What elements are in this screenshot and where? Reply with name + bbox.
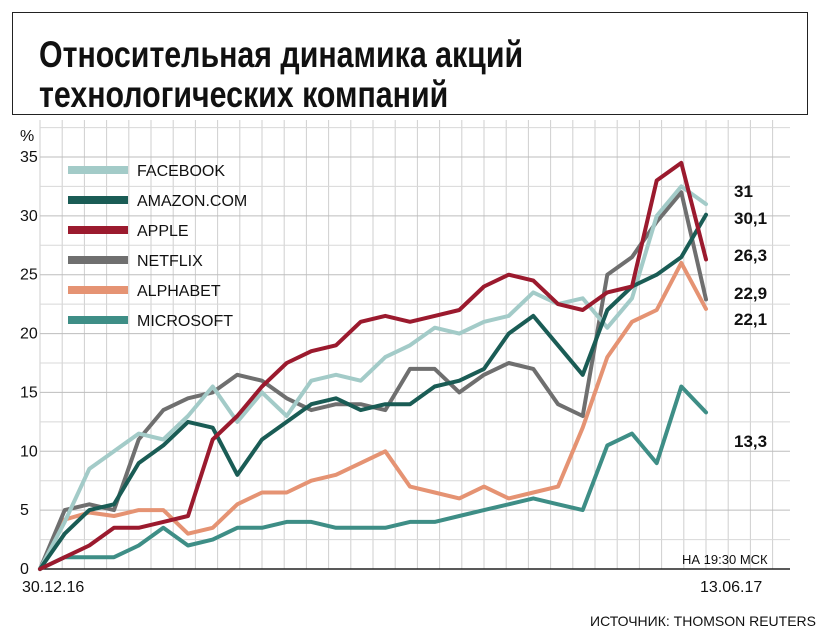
series-lines xyxy=(38,160,708,571)
series-end-value: 31 xyxy=(734,182,753,201)
series-line-microsoft xyxy=(38,384,708,571)
series-line-apple xyxy=(38,160,708,571)
y-tick-label: 35 xyxy=(20,149,38,166)
y-tick-label: 15 xyxy=(20,384,38,401)
y-tick-label: 30 xyxy=(20,208,38,225)
chart-title: Относительная динамика акций технологиче… xyxy=(39,34,524,115)
series-line-alphabet xyxy=(38,260,708,571)
series-line-amazon-com xyxy=(38,212,708,571)
time-note: НА 19:30 МСК xyxy=(682,552,768,567)
legend-swatch xyxy=(68,316,128,324)
legend-swatch xyxy=(68,166,128,174)
legend: FACEBOOK AMAZON.COM APPLE NETFLIX ALPHABET MI… xyxy=(68,163,247,330)
series-end-value: 22,1 xyxy=(734,310,767,329)
y-tick-label: 0 xyxy=(20,561,29,578)
legend-label: NETFLIX xyxy=(137,253,203,270)
legend-label: AMAZON.COM xyxy=(137,193,247,210)
series-end-value: 30,1 xyxy=(734,209,767,228)
legend-swatch xyxy=(68,226,128,234)
y-axis-ticks: 0 5 10 15 20 25 30 35 xyxy=(20,149,38,578)
y-tick-label: 20 xyxy=(20,326,38,343)
x-start-label: 30.12.16 xyxy=(22,579,84,596)
series-line-facebook xyxy=(38,184,708,571)
legend-label: FACEBOOK xyxy=(137,163,225,180)
title-box: Относительная динамика акций технологиче… xyxy=(12,12,808,115)
series-end-value: 13,3 xyxy=(734,432,767,451)
legend-swatch xyxy=(68,286,128,294)
x-end-label: 13.06.17 xyxy=(700,579,762,596)
grid xyxy=(39,120,790,570)
legend-swatch xyxy=(68,196,128,204)
y-tick-label: 5 xyxy=(20,502,29,519)
legend-label: APPLE xyxy=(137,223,189,240)
source-note: ИСТОЧНИК: THOMSON REUTERS xyxy=(590,613,816,629)
y-tick-label: 25 xyxy=(20,267,38,284)
legend-label: MICROSOFT xyxy=(137,313,233,330)
end-labels: 31 30,1 26,3 22,9 22,1 13,3 xyxy=(734,182,767,451)
annotations: % 30.12.16 13.06.17 НА 19:30 МСК ИСТОЧНИ… xyxy=(20,128,816,629)
y-axis-unit: % xyxy=(20,128,34,145)
legend-label: ALPHABET xyxy=(137,283,221,300)
series-end-value: 26,3 xyxy=(734,246,767,265)
legend-swatch xyxy=(68,256,128,264)
y-tick-label: 10 xyxy=(20,443,38,460)
series-end-value: 22,9 xyxy=(734,284,767,303)
